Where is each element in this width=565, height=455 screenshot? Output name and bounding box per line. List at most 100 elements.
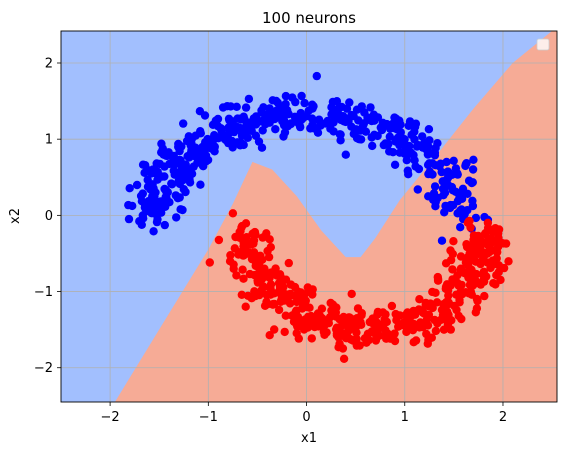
point-class-1 bbox=[457, 314, 466, 324]
point-class-0 bbox=[469, 155, 478, 164]
point-class-0 bbox=[404, 121, 413, 130]
point-class-0 bbox=[244, 94, 254, 104]
point-class-1 bbox=[444, 317, 453, 326]
point-class-0 bbox=[451, 187, 460, 196]
point-class-1 bbox=[475, 234, 484, 243]
point-class-1 bbox=[352, 319, 361, 328]
point-class-0 bbox=[392, 125, 402, 134]
point-class-1 bbox=[279, 282, 288, 292]
point-class-0 bbox=[373, 113, 383, 122]
point-class-1 bbox=[290, 282, 300, 292]
point-class-1 bbox=[268, 300, 278, 309]
point-class-1 bbox=[449, 278, 458, 287]
point-class-0 bbox=[172, 213, 181, 222]
point-class-0 bbox=[300, 98, 309, 108]
point-class-1 bbox=[371, 336, 381, 345]
point-class-0 bbox=[124, 214, 134, 224]
point-class-1 bbox=[352, 341, 361, 350]
point-class-1 bbox=[312, 311, 322, 321]
point-class-0 bbox=[257, 143, 267, 152]
point-class-0 bbox=[242, 120, 251, 129]
point-class-1 bbox=[411, 307, 420, 316]
point-class-0 bbox=[178, 176, 187, 185]
point-class-0 bbox=[210, 147, 219, 156]
point-class-1 bbox=[296, 319, 306, 329]
point-class-1 bbox=[234, 248, 243, 257]
point-class-0 bbox=[175, 143, 184, 153]
point-class-0 bbox=[468, 178, 477, 187]
point-class-1 bbox=[494, 261, 504, 270]
point-class-0 bbox=[233, 114, 242, 123]
point-class-1 bbox=[469, 256, 478, 265]
point-class-1 bbox=[397, 321, 406, 330]
point-class-0 bbox=[463, 189, 472, 198]
point-class-0 bbox=[341, 150, 350, 159]
point-class-1 bbox=[448, 265, 457, 274]
point-class-0 bbox=[196, 129, 205, 138]
point-class-0 bbox=[169, 154, 178, 163]
point-class-0 bbox=[388, 148, 398, 157]
point-class-1 bbox=[263, 246, 272, 256]
point-class-1 bbox=[409, 338, 418, 347]
point-class-0 bbox=[178, 205, 187, 215]
point-class-0 bbox=[150, 192, 159, 201]
point-class-0 bbox=[418, 132, 427, 141]
point-class-1 bbox=[395, 311, 404, 320]
point-class-1 bbox=[431, 326, 441, 336]
point-class-0 bbox=[279, 121, 289, 130]
point-class-0 bbox=[436, 159, 445, 168]
point-class-0 bbox=[461, 160, 470, 169]
point-class-1 bbox=[273, 270, 282, 279]
point-class-0 bbox=[314, 115, 324, 124]
point-class-1 bbox=[239, 242, 248, 251]
point-class-1 bbox=[387, 301, 397, 311]
point-class-0 bbox=[413, 185, 422, 194]
point-class-1 bbox=[299, 291, 309, 300]
point-class-0 bbox=[402, 156, 411, 165]
point-class-1 bbox=[456, 252, 466, 261]
point-class-0 bbox=[201, 157, 211, 166]
point-class-0 bbox=[421, 145, 431, 154]
point-class-1 bbox=[373, 323, 383, 332]
point-class-0 bbox=[306, 124, 315, 133]
point-class-1 bbox=[235, 227, 244, 237]
point-class-1 bbox=[416, 320, 425, 329]
point-class-1 bbox=[343, 322, 352, 331]
point-class-0 bbox=[284, 109, 293, 119]
point-class-0 bbox=[425, 159, 434, 168]
y-tick-label: −1 bbox=[34, 285, 53, 300]
point-class-1 bbox=[281, 311, 290, 320]
point-class-1 bbox=[286, 289, 295, 299]
point-class-1 bbox=[241, 302, 250, 311]
point-class-1 bbox=[446, 325, 455, 334]
y-tick-label: 0 bbox=[45, 209, 53, 224]
point-class-1 bbox=[294, 334, 303, 343]
point-class-0 bbox=[410, 127, 419, 136]
point-class-1 bbox=[326, 298, 335, 308]
point-class-0 bbox=[339, 117, 349, 126]
point-class-1 bbox=[489, 246, 499, 255]
point-class-1 bbox=[473, 248, 482, 258]
point-class-1 bbox=[415, 295, 424, 304]
point-class-0 bbox=[336, 136, 345, 145]
point-class-1 bbox=[494, 268, 503, 277]
point-class-1 bbox=[456, 264, 466, 273]
point-class-0 bbox=[361, 127, 371, 136]
point-class-0 bbox=[378, 118, 387, 128]
point-class-1 bbox=[463, 218, 473, 227]
point-class-1 bbox=[225, 257, 235, 266]
point-class-0 bbox=[288, 93, 297, 102]
point-class-1 bbox=[262, 297, 271, 306]
x-tick-label: 2 bbox=[499, 410, 507, 425]
y-tick-label: 2 bbox=[45, 56, 53, 71]
point-class-0 bbox=[385, 132, 394, 141]
point-class-0 bbox=[251, 112, 261, 121]
point-class-0 bbox=[326, 124, 335, 133]
point-class-1 bbox=[431, 288, 440, 297]
point-class-0 bbox=[156, 197, 166, 206]
point-class-1 bbox=[436, 315, 445, 325]
point-class-0 bbox=[281, 91, 291, 101]
point-class-1 bbox=[266, 280, 276, 289]
point-class-1 bbox=[471, 308, 480, 317]
point-class-0 bbox=[137, 220, 146, 229]
